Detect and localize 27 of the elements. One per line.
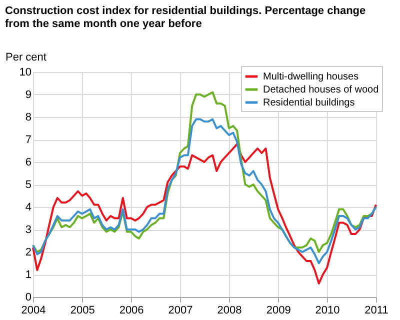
x-tick-label: 2005 <box>70 304 95 316</box>
line-series <box>32 118 377 264</box>
y-axis-title: Per cent <box>6 52 46 64</box>
x-tick-label: 2007 <box>168 304 193 316</box>
y-tick-label: 4 <box>25 202 32 214</box>
line-series <box>32 143 377 284</box>
y-tick-label: 7 <box>25 134 32 146</box>
y-tick-label: 9 <box>25 89 32 101</box>
x-tick-label: 2006 <box>119 304 144 316</box>
x-tick-label: 2010 <box>315 304 340 316</box>
legend-label: Residential buildings <box>263 98 355 108</box>
x-tick-label: 2009 <box>266 304 291 316</box>
y-tick-label: 10 <box>19 66 32 78</box>
y-tick-label: 0 <box>25 292 32 304</box>
legend-label: Detached houses of wood <box>263 84 379 96</box>
y-tick-label: 2 <box>25 246 32 258</box>
x-tick-label: 2004 <box>21 304 46 316</box>
y-tick-label: 3 <box>25 224 32 236</box>
text: from the same month one year before <box>5 18 202 30</box>
y-tick-label: 1 <box>25 269 32 281</box>
legend-label: Multi-dwelling houses <box>263 72 359 82</box>
y-tick-label: 6 <box>25 156 32 168</box>
y-tick-label: 8 <box>25 112 32 124</box>
text: Construction cost index for residential buildings. Percentage change <box>5 5 366 17</box>
x-tick-label: 2008 <box>217 304 242 316</box>
x-tick-label: 2011 <box>364 304 388 316</box>
y-tick-label: 5 <box>25 179 32 191</box>
